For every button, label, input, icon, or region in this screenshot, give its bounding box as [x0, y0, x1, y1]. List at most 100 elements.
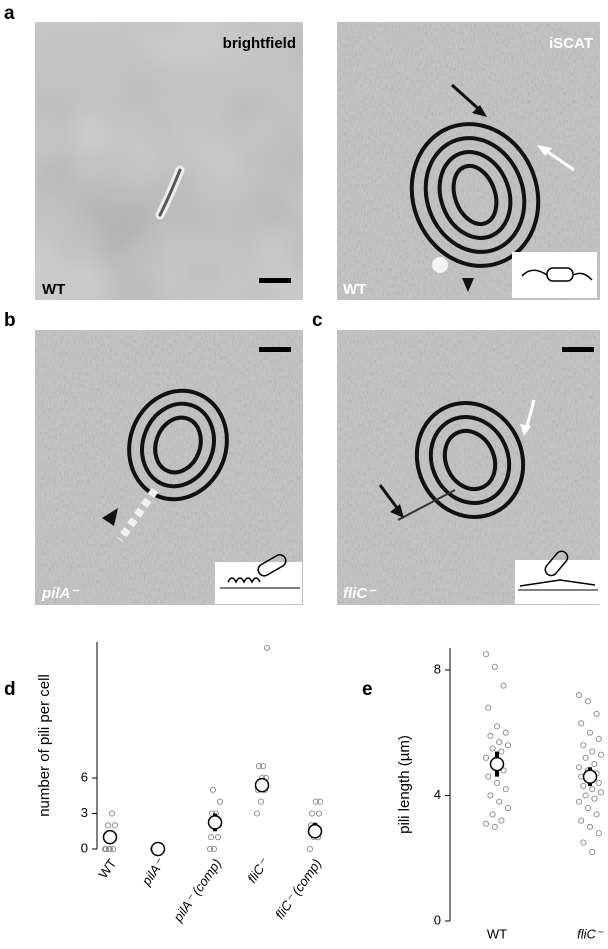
y-axis-label: number of pili per cell [36, 674, 53, 817]
data-point [597, 789, 605, 796]
data-point [108, 810, 116, 817]
image-label: iSCAT [549, 35, 593, 52]
data-point [312, 798, 320, 805]
data-point [593, 710, 600, 717]
data-point [491, 663, 498, 670]
data-point [210, 845, 218, 853]
data-point [253, 810, 261, 817]
data-point [482, 754, 490, 761]
data-point [595, 830, 602, 837]
data-point [496, 798, 503, 805]
x-tick-label: WT [487, 926, 507, 941]
data-point [102, 845, 110, 853]
mean-marker [150, 841, 166, 857]
image-flic [337, 330, 600, 605]
data-point [586, 729, 594, 736]
data-point [575, 692, 583, 699]
data-point [578, 720, 585, 727]
data-point [575, 764, 583, 771]
data-point [591, 761, 598, 768]
data-point [580, 783, 587, 790]
data-point [106, 845, 114, 853]
data-point [595, 779, 602, 786]
data-point [584, 698, 591, 705]
panel-label: c [312, 310, 323, 331]
data-point [315, 810, 323, 817]
data-point [259, 763, 267, 770]
y-axis-label: pili length (µm) [396, 735, 413, 834]
data-point [487, 732, 494, 739]
data-point [504, 804, 512, 812]
panel-label: b [4, 310, 16, 331]
data-point [584, 804, 591, 812]
data-point [496, 739, 503, 746]
x-tick-label: pilA⁻ [138, 855, 168, 889]
data-point [263, 644, 271, 651]
image-strain: WT [343, 281, 366, 298]
data-point [489, 811, 496, 818]
data-point [209, 786, 217, 793]
data-point [493, 723, 501, 730]
panel-label: e [362, 679, 373, 700]
y-tick-label: 4 [434, 787, 441, 802]
data-point [498, 817, 505, 824]
data-point [580, 839, 587, 846]
mean-marker [307, 824, 323, 839]
y-tick-label: 0 [81, 840, 88, 855]
data-point [111, 822, 119, 829]
data-point [487, 792, 494, 799]
data-point [207, 834, 215, 841]
data-point [485, 773, 492, 780]
data-point [589, 748, 596, 755]
data-point [308, 810, 316, 817]
data-point [575, 798, 583, 805]
image-strain: pilA⁻ [41, 585, 80, 602]
data-point [597, 751, 605, 758]
x-tick-label: pilA⁻ (comp) [170, 856, 225, 925]
panel-label: a [4, 3, 15, 24]
mean-marker [489, 756, 505, 772]
image-label: brightfield [223, 35, 296, 52]
data-point [580, 742, 587, 749]
image-brightfield [35, 22, 303, 300]
image-strain: WT [42, 281, 65, 298]
x-tick-label: fliC⁻ (comp) [272, 856, 324, 922]
data-point [504, 742, 512, 749]
image-strain: fliC⁻ [343, 585, 377, 602]
data-point [493, 779, 501, 786]
data-point [216, 798, 224, 805]
y-tick-label: 6 [81, 769, 88, 784]
x-tick-label: fliC⁻ [244, 855, 272, 886]
data-point [306, 845, 314, 853]
mean-marker [207, 815, 223, 830]
panel-label: d [4, 679, 16, 700]
y-tick-label: 0 [434, 912, 441, 927]
x-tick-label: fliC⁻ [577, 926, 604, 941]
data-point [593, 811, 600, 818]
data-point [582, 792, 589, 799]
data-point [589, 848, 596, 856]
mean-marker [582, 769, 598, 784]
data-point [489, 745, 496, 752]
data-point [589, 786, 596, 793]
y-tick-label: 3 [81, 805, 88, 820]
data-point [206, 845, 214, 853]
data-point [500, 682, 507, 689]
data-point [595, 735, 602, 743]
data-point [104, 822, 112, 829]
data-point [591, 795, 598, 802]
y-tick-label: 8 [434, 661, 441, 676]
data-point [485, 704, 492, 711]
data-point [578, 817, 585, 824]
x-tick-label: WT [95, 856, 119, 881]
mean-marker [102, 829, 118, 845]
data-point [502, 729, 509, 736]
data-point [582, 754, 589, 761]
data-point [586, 823, 594, 830]
data-point [498, 748, 505, 755]
data-point [491, 823, 498, 830]
mean-marker [254, 777, 270, 793]
data-point [257, 798, 265, 805]
data-point [482, 820, 490, 827]
